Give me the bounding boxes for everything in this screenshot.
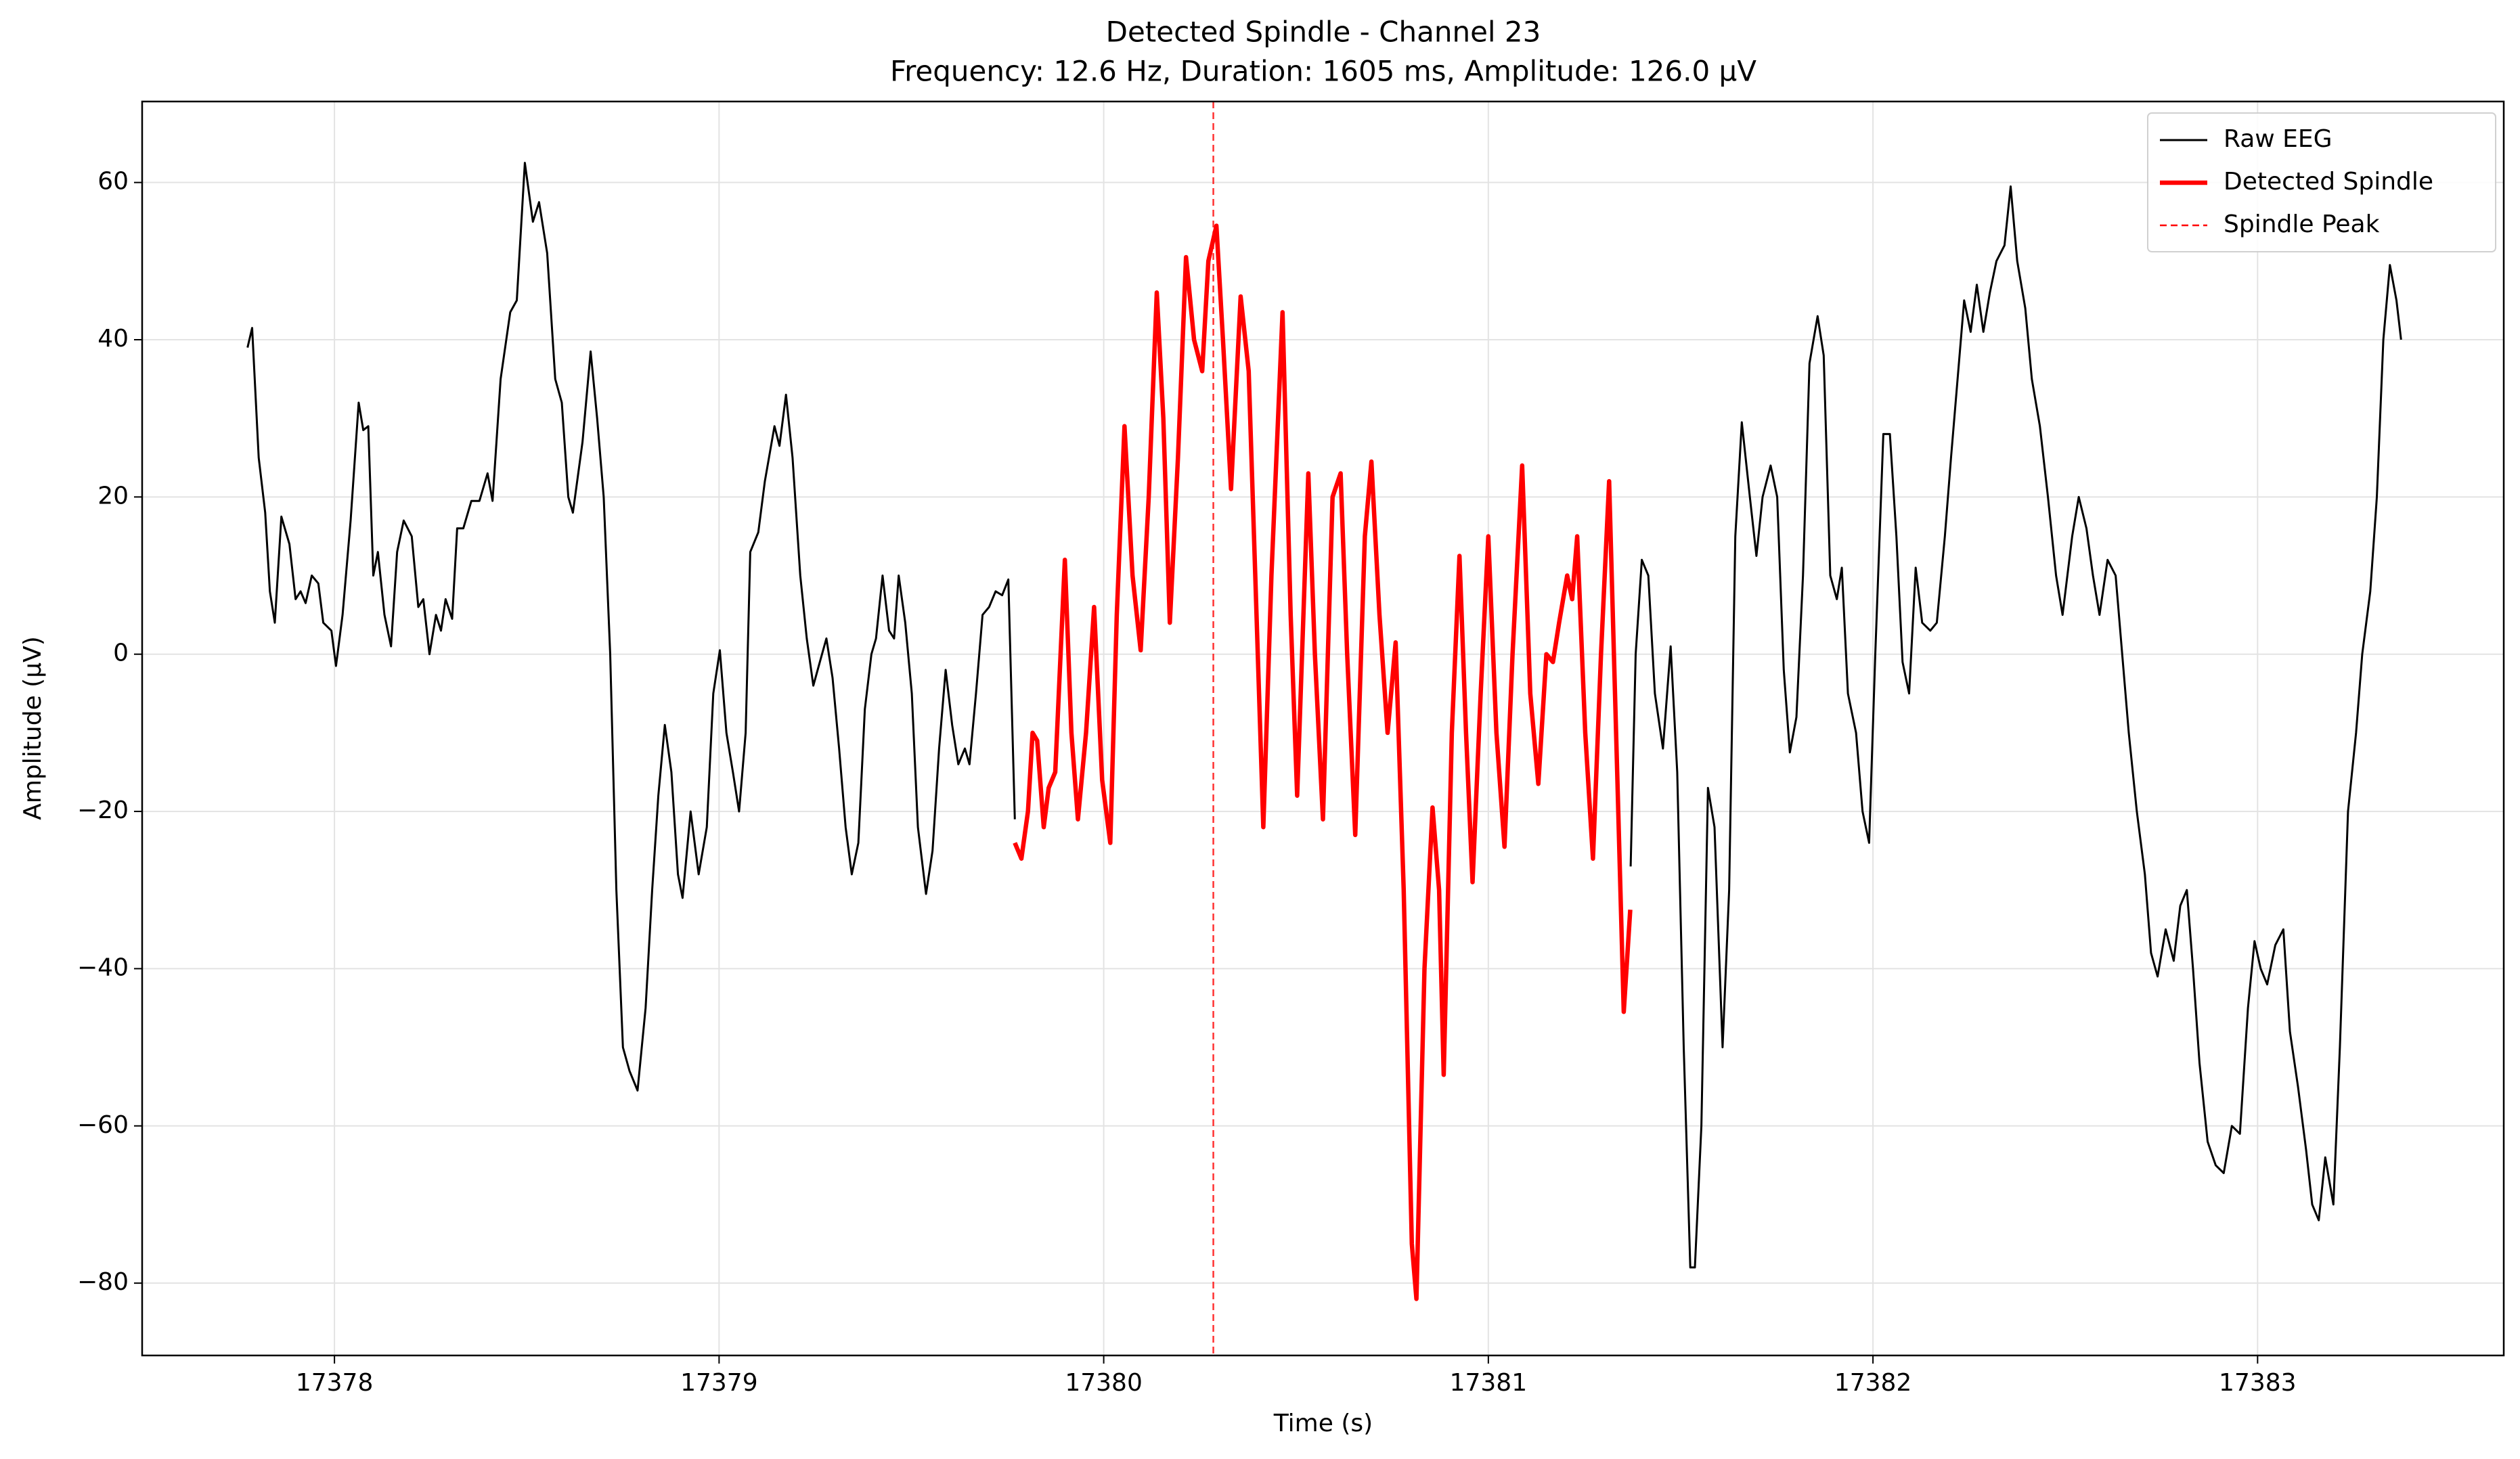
y-tick-label: −20: [77, 796, 129, 824]
y-tick-label: −40: [77, 953, 129, 981]
y-tick-label: 0: [113, 639, 129, 667]
chart-title: Detected Spindle - Channel 23: [1106, 16, 1541, 49]
x-tick-label: 17382: [1834, 1369, 1912, 1397]
x-tick-label: 17378: [296, 1369, 374, 1397]
series-line: [246, 162, 2402, 1269]
x-tick-label: 17380: [1065, 1369, 1143, 1397]
series-line: [1013, 223, 1633, 1301]
legend-box: [2147, 112, 2496, 252]
y-tick-label: 20: [97, 482, 129, 510]
y-tick-label: −80: [77, 1268, 129, 1296]
x-tick-label: 17381: [1450, 1369, 1528, 1397]
chart-subtitle: Frequency: 12.6 Hz, Duration: 1605 ms, A…: [890, 55, 1756, 88]
y-tick-label: 40: [97, 325, 129, 353]
y-tick-label: 60: [97, 168, 129, 196]
plot-frame: [141, 100, 2505, 1357]
legend-label: Detected Spindle: [2224, 168, 2433, 196]
x-axis-label: Time (s): [1273, 1410, 1373, 1437]
x-tick-label: 17379: [680, 1369, 758, 1397]
x-tick-label: 17383: [2219, 1369, 2297, 1397]
y-tick-label: −60: [77, 1111, 129, 1139]
legend-label: Spindle Peak: [2224, 210, 2380, 238]
legend-label: Raw EEG: [2224, 125, 2333, 153]
y-axis-label: Amplitude (µV): [19, 636, 47, 820]
